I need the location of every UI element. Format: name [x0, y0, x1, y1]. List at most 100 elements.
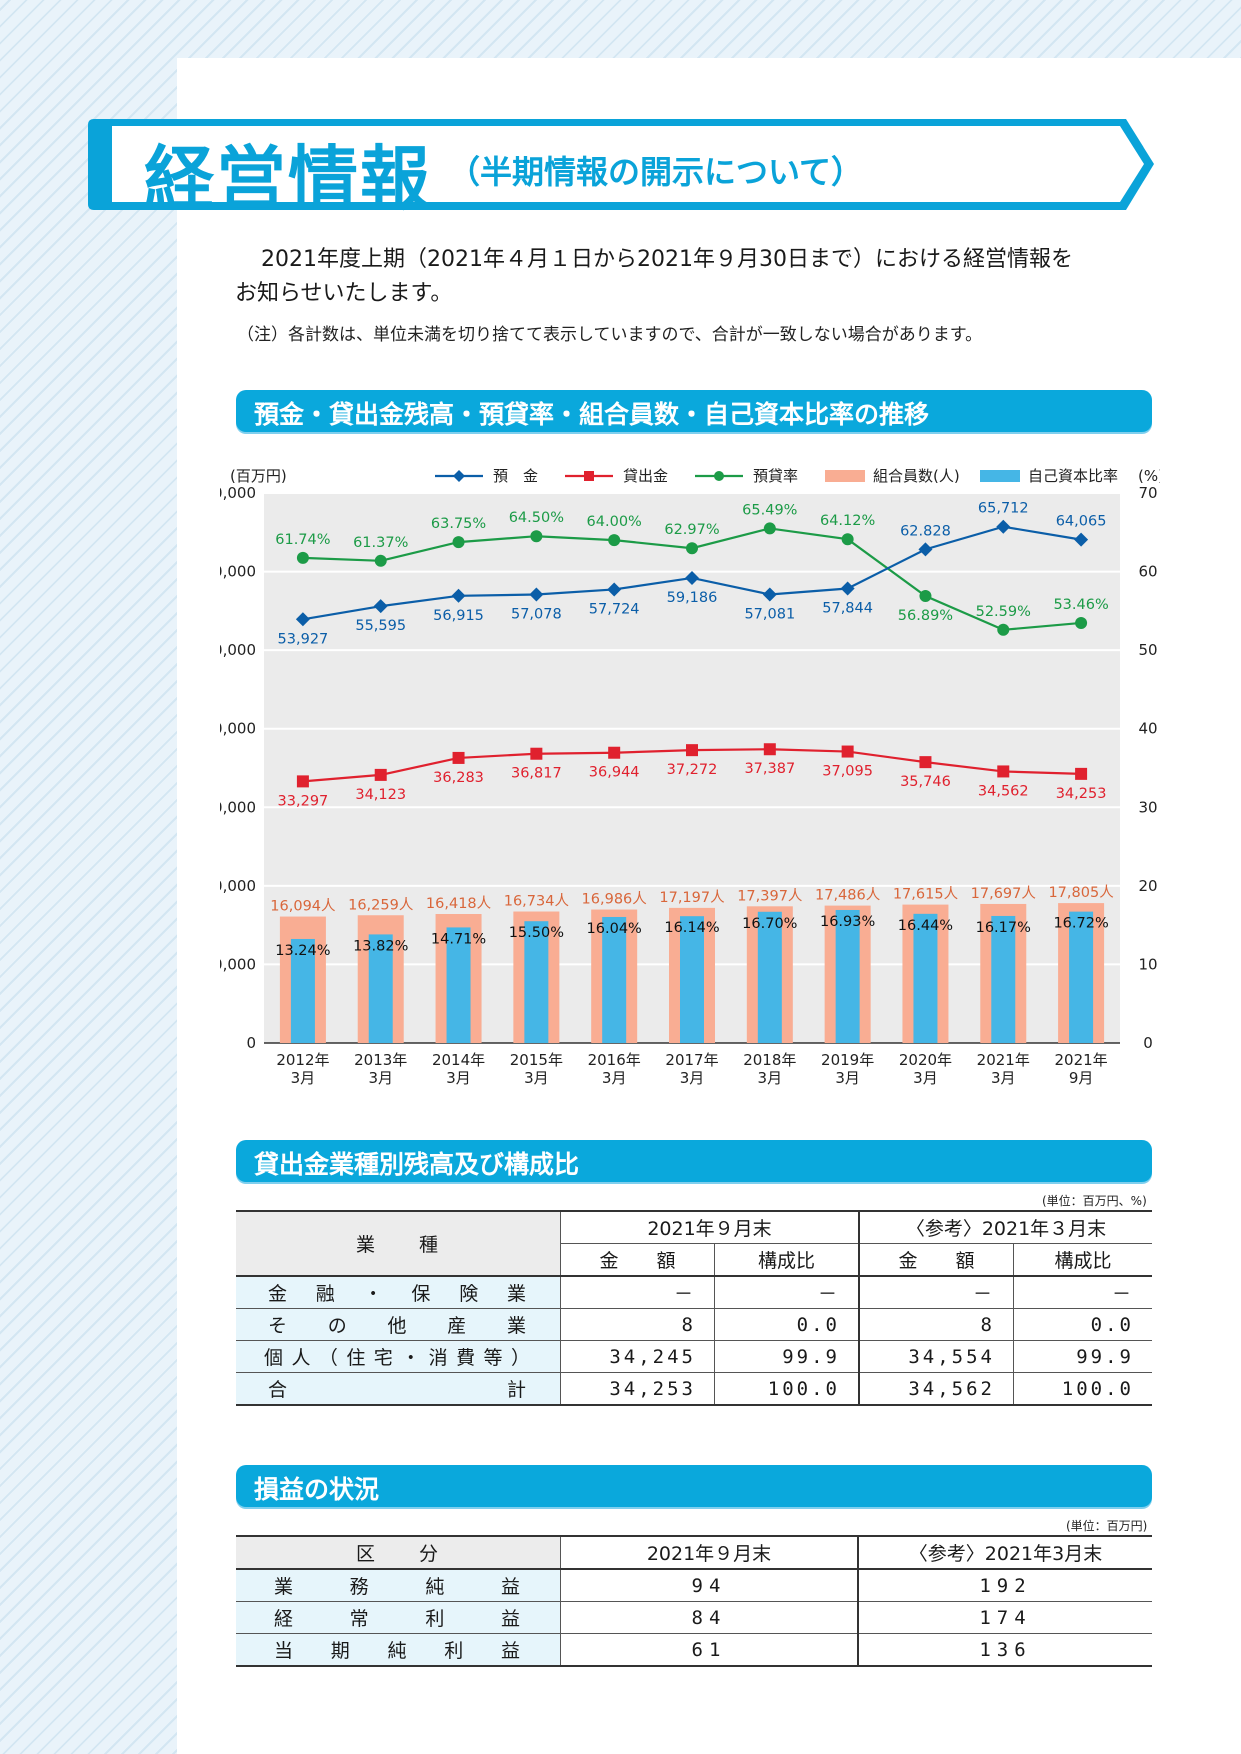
deposit-point [1074, 532, 1089, 547]
ratio-point [530, 530, 543, 543]
loan-point [997, 765, 1010, 778]
loan-cell: 0.0 [714, 1308, 859, 1341]
loan-row-name: 個人（住宅・消費等） [236, 1340, 561, 1373]
category-label-month: 3月 [835, 1069, 860, 1087]
pl-table: 区 分 2021年９月末 〈参考〉2021年3月末 業務純益 94 192 経常… [236, 1535, 1152, 1667]
category-label-year: 2014年 [432, 1051, 485, 1069]
loan-col-amount1: 金 額 [560, 1243, 715, 1277]
loan-table-unit: (単位：百万円、%) [1042, 1194, 1147, 1208]
intro-line-1: 2021年度上期（2021年４月１日から2021年９月30日まで）における経営情… [261, 247, 1073, 272]
ratio-point [763, 522, 776, 535]
loan-cell: － [560, 1276, 715, 1309]
loan-label: 34,123 [355, 787, 406, 803]
members-label: 17,805人 [1048, 884, 1113, 901]
table-row: 個人（住宅・消費等） 34,245 99.9 34,554 99.9 [236, 1340, 1152, 1373]
banner-shape [88, 119, 1154, 210]
loan-label: 36,283 [433, 770, 484, 786]
loan-legend-marker [584, 471, 594, 481]
ratio-label: 61.74% [275, 532, 330, 548]
section-header-trend: 預金・貸出金残高・預貸率・組合員数・自己資本比率の推移 [236, 390, 1152, 432]
intro-note: （注）各計数は、単位未満を切り捨てて表示していますので、合計が一致しない場合があ… [237, 325, 983, 345]
deposit-point [685, 570, 699, 585]
loan-cell: － [1013, 1276, 1152, 1309]
members-label: 17,197人 [659, 889, 724, 906]
category-label-month: 3月 [913, 1069, 938, 1087]
deposit-legend-label: 預 金 [493, 467, 538, 485]
capital-label: 15.50% [509, 925, 564, 941]
members-label: 16,418人 [426, 895, 491, 912]
right-tick-label: 0 [1143, 1034, 1153, 1052]
category-label-month: 3月 [524, 1069, 549, 1087]
category-label-month: 3月 [680, 1069, 705, 1087]
right-tick-label: 20 [1138, 877, 1157, 895]
deposit-label: 53,927 [278, 631, 329, 647]
loan-cell: 8 [858, 1308, 1014, 1341]
ratio-point [919, 590, 932, 603]
members-legend-swatch [825, 470, 865, 482]
ratio-point [841, 533, 854, 546]
pl-row-name: 業務純益 [236, 1569, 561, 1602]
ratio-label: 64.50% [509, 510, 564, 526]
pl-row-name: 経常利益 [236, 1601, 561, 1634]
table-row: 業務純益 94 192 [236, 1569, 1152, 1602]
category-label-month: 3月 [368, 1069, 393, 1087]
capital-label: 13.82% [353, 938, 408, 954]
category-label-year: 2021年 [977, 1051, 1030, 1069]
ratio-label: 62.97% [664, 522, 719, 538]
deposit-point [996, 519, 1011, 534]
members-label: 17,615人 [893, 886, 958, 903]
table-row: 当期純利益 61 136 [236, 1633, 1152, 1667]
pl-table-unit: (単位：百万円) [1066, 1519, 1148, 1533]
right-tick-label: 30 [1138, 798, 1157, 816]
category-label-month: 9月 [1069, 1069, 1094, 1087]
loan-label: 33,297 [278, 793, 329, 809]
loan-point [374, 768, 387, 781]
deposit-label: 57,844 [822, 601, 873, 617]
table-row: 合計 34,253 100.0 34,562 100.0 [236, 1372, 1152, 1406]
capital-legend-label: 自己資本比率 [1028, 467, 1118, 485]
loan-row-name: その他産業 [236, 1308, 561, 1341]
capital-bar [446, 927, 471, 1043]
category-label-year: 2017年 [665, 1051, 718, 1069]
header-banner: 経営情報 （半期情報の開示について） [86, 117, 1156, 220]
ratio-label: 56.89% [898, 608, 953, 624]
loan-row-name: 合計 [236, 1372, 561, 1406]
left-axis-unit: (百万円) [230, 467, 287, 485]
loan-label: 34,562 [978, 783, 1029, 799]
loan-label: 34,253 [1056, 786, 1107, 802]
ratio-point [452, 536, 465, 549]
section-header-loans: 貸出金業種別残高及び構成比 [236, 1140, 1152, 1182]
capital-label: 14.71% [431, 931, 486, 947]
right-axis-unit: (%) [1138, 467, 1160, 485]
left-tick-label: 0 [246, 1034, 256, 1052]
right-tick-label: 60 [1138, 563, 1157, 581]
pl-cell: 136 [857, 1633, 1152, 1667]
intro-text: 2021年度上期（2021年４月１日から2021年９月30日まで）における経営情… [235, 243, 1135, 311]
pl-cell: 61 [560, 1633, 858, 1667]
left-tick-label: 40,000 [220, 720, 256, 738]
members-label: 16,094人 [270, 898, 335, 915]
deposit-label: 65,712 [978, 501, 1029, 517]
pl-cell: 94 [560, 1569, 858, 1602]
deposit-label: 57,081 [744, 607, 795, 623]
category-label-year: 2020年 [899, 1051, 952, 1069]
deposit-point [529, 587, 544, 602]
category-label-month: 3月 [602, 1069, 627, 1087]
ratio-label: 65.49% [742, 502, 797, 518]
loan-row-name: 金融・保険業 [236, 1276, 561, 1309]
deposit-legend-marker [453, 470, 465, 482]
loan-cell: 0.0 [1013, 1308, 1152, 1341]
loan-point [608, 746, 621, 759]
loan-cell: － [858, 1276, 1014, 1309]
page-subtitle: （半期情報の開示について） [448, 153, 864, 191]
capital-bar [835, 909, 860, 1043]
category-label-year: 2013年 [354, 1051, 407, 1069]
loan-cell: 100.0 [714, 1372, 859, 1406]
members-label: 17,486人 [815, 887, 880, 904]
deposit-point [295, 612, 310, 627]
loan-legend-label: 貸出金 [623, 467, 668, 485]
members-label: 16,259人 [348, 896, 413, 913]
members-label: 16,734人 [504, 893, 569, 910]
deposit-point [451, 588, 466, 603]
pl-cell: 192 [857, 1569, 1152, 1602]
